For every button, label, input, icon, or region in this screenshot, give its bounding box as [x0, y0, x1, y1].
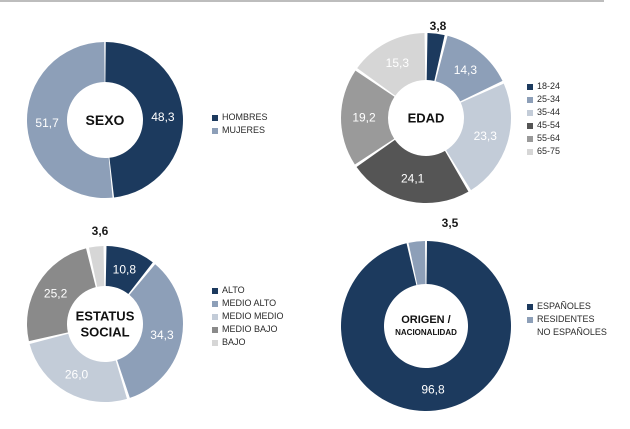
legend-item-mujeres: MUJERES	[212, 124, 268, 137]
legend-item-medio-bajo: MEDIO BAJO	[212, 323, 284, 336]
legend-label: ESPAÑOLES	[537, 301, 591, 311]
chart-center-title: EDAD	[408, 111, 445, 126]
legend-item-bajo: BAJO	[212, 336, 284, 349]
value-label-35-44: 23,3	[474, 129, 498, 143]
legend-label: 65-75	[537, 146, 561, 156]
legend-swatch	[527, 96, 533, 103]
legend-swatch	[212, 300, 218, 307]
legend-item-18-24: 18-24	[527, 80, 560, 93]
value-label-55-64: 19,2	[352, 111, 376, 125]
legend-swatch	[527, 303, 533, 310]
legend-item-65-75: 65-75	[527, 145, 560, 158]
legend-item-espanoles: ESPAÑOLES	[527, 300, 607, 313]
value-label-mujeres: 51,7	[35, 116, 59, 130]
value-label-bajo: 3,6	[92, 224, 109, 238]
legend-estatus-social: ALTO MEDIO ALTO MEDIO MEDIO MEDIO BAJO BAJO	[212, 284, 284, 349]
slice-alto	[105, 246, 153, 294]
legend-label: 55-64	[537, 133, 561, 143]
legend-label: ALTO	[222, 285, 245, 295]
value-label-45-54: 24,1	[401, 172, 425, 186]
slice-espanoles	[341, 241, 512, 411]
chart-center-title-line-2: NACIONALIDAD	[395, 328, 457, 337]
slice-18-24	[426, 33, 445, 81]
legend-label: HOMBRES	[222, 112, 268, 122]
donut-chart-origen-nacionalidad: 96,8 3,5 ORIGEN / NACIONALIDAD	[341, 216, 512, 411]
legend-label: MEDIO BAJO	[222, 324, 278, 334]
slice-65-75	[357, 33, 426, 96]
slice-35-44	[446, 83, 512, 191]
legend-item-hombres: HOMBRES	[212, 111, 268, 124]
legend-item-45-54: 45-54	[527, 119, 560, 132]
legend-swatch	[212, 313, 218, 320]
legend-swatch	[527, 148, 533, 155]
legend-item-25-34: 25-34	[527, 93, 560, 106]
chart-center-title-line-2: SOCIAL	[80, 325, 129, 340]
slice-medio-bajo	[27, 248, 96, 342]
legend-swatch	[527, 135, 533, 142]
legend-edad: 18-24 25-34 35-44 45-54 55-64 65-75	[527, 80, 560, 158]
slice-45-54	[356, 139, 469, 203]
value-label-25-34: 14,3	[454, 63, 478, 77]
top-divider	[0, 0, 604, 2]
value-label-alto: 10,8	[113, 262, 137, 276]
slice-25-34	[435, 35, 503, 102]
legend-label: 35-44	[537, 107, 561, 117]
legend-sexo: HOMBRES MUJERES	[212, 111, 268, 137]
legend-label: 45-54	[537, 120, 561, 130]
legend-swatch	[527, 122, 533, 129]
legend-label: NO ESPAÑOLES	[537, 327, 607, 337]
value-label-medio-bajo: 25,2	[44, 287, 68, 301]
legend-item-medio-alto: MEDIO ALTO	[212, 297, 284, 310]
legend-swatch	[212, 114, 218, 121]
legend-swatch	[527, 316, 533, 323]
legend-item-35-44: 35-44	[527, 106, 560, 119]
legend-label: RESIDENTES	[537, 314, 595, 324]
slice-residentes-no-espanoles	[408, 241, 426, 285]
legend-label: BAJO	[222, 337, 246, 347]
legend-label: MEDIO ALTO	[222, 298, 277, 308]
value-label-residentes-no-espanoles: 3,5	[442, 216, 459, 230]
chart-center-title-line-1: ORIGEN /	[401, 314, 451, 326]
value-label-65-75: 15,3	[386, 56, 410, 70]
legend-item-alto: ALTO	[212, 284, 284, 297]
slice-medio-alto	[117, 264, 183, 398]
legend-label: MEDIO MEDIO	[222, 311, 284, 321]
legend-label: 18-24	[537, 81, 561, 91]
chart-center-title: SEXO	[86, 112, 125, 128]
legend-item-55-64: 55-64	[527, 132, 560, 145]
donut-chart-sexo: 48,3 51,7 SEXO	[27, 42, 184, 199]
legend-swatch	[527, 83, 533, 90]
legend-item-residentes-no-espanoles: NO ESPAÑOLES	[527, 326, 607, 339]
legend-swatch	[212, 287, 218, 294]
slice-55-64	[340, 70, 395, 165]
slice-bajo	[88, 246, 105, 287]
legend-origen-nacionalidad: ESPAÑOLES RESIDENTES NO ESPAÑOLES	[527, 300, 607, 339]
legend-swatch	[212, 127, 218, 134]
slice-medio-medio	[29, 333, 127, 402]
legend-item-residentes-no-espanoles: RESIDENTES	[527, 313, 607, 326]
slice-hombres	[105, 42, 184, 198]
slice-mujeres	[27, 42, 113, 199]
value-label-medio-medio: 26,0	[65, 368, 89, 382]
value-label-18-24: 3,8	[430, 19, 447, 33]
legend-swatch	[527, 109, 533, 116]
chart-center-title-line-1: ESTATUS	[76, 309, 135, 324]
legend-swatch	[212, 339, 218, 346]
legend-item-medio-medio: MEDIO MEDIO	[212, 310, 284, 323]
legend-swatch	[212, 326, 218, 333]
value-label-espanoles: 96,8	[421, 383, 445, 397]
legend-label: 25-34	[537, 94, 561, 104]
donut-chart-edad: 3,8 14,3 23,3 24,1 19,2 15,3 EDAD	[340, 19, 512, 203]
value-label-hombres: 48,3	[151, 110, 175, 124]
value-label-medio-alto: 34,3	[150, 328, 174, 342]
legend-label: MUJERES	[222, 125, 266, 135]
